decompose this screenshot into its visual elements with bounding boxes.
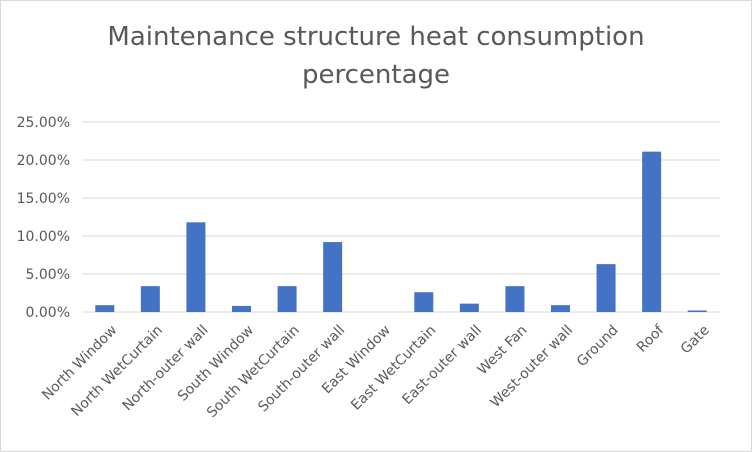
x-category-label: North-outer wall — [120, 322, 212, 414]
y-tick-label: 20.00% — [17, 153, 70, 169]
bar — [687, 310, 707, 312]
chart-title-line-1: Maintenance structure heat consumption — [107, 22, 645, 52]
bars — [95, 151, 707, 312]
y-tick-label: 15.00% — [17, 191, 70, 207]
x-category-label: Gate — [678, 322, 713, 357]
bar — [95, 305, 115, 312]
bar — [551, 305, 570, 312]
bar — [459, 303, 479, 312]
bar — [323, 242, 343, 312]
x-category-label: Ground — [574, 322, 622, 370]
x-category-label: Roof — [634, 322, 668, 356]
bar — [505, 286, 525, 312]
y-tick-label: 5.00% — [26, 267, 70, 283]
bar — [596, 264, 616, 312]
bar — [642, 151, 662, 312]
x-category-label: South-outer wall — [255, 322, 348, 415]
y-axis-tick-labels: 0.00% 5.00% 10.00% 15.00% 20.00% 25.00% — [17, 115, 70, 321]
bar — [186, 222, 206, 312]
bar — [277, 286, 297, 312]
y-tick-label: 25.00% — [17, 115, 70, 131]
x-category-label: East-outer wall — [399, 322, 485, 408]
y-tick-label: 10.00% — [17, 229, 70, 245]
x-category-label: East WetCurtain — [348, 322, 439, 413]
bar — [140, 286, 160, 312]
bar — [414, 292, 434, 312]
chart-title-line-2: percentage — [301, 60, 450, 90]
y-tick-label: 0.00% — [26, 305, 70, 321]
chart-title: Maintenance structure heat consumption p… — [0, 18, 752, 94]
x-category-label: West-outer wall — [488, 322, 577, 411]
gridlines — [82, 121, 720, 313]
bar — [232, 305, 251, 312]
